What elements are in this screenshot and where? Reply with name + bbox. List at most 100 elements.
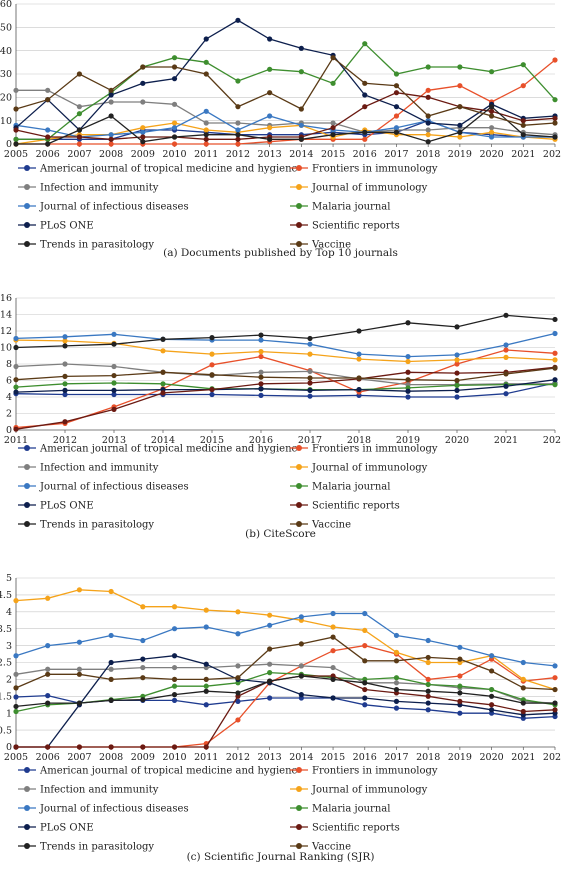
data-point <box>76 744 83 750</box>
data-point <box>488 69 495 75</box>
x-tick-label: 2021 <box>511 149 535 160</box>
data-point <box>356 351 362 357</box>
data-point <box>393 129 400 135</box>
legend-swatch-point <box>24 824 30 830</box>
data-point <box>454 382 460 389</box>
data-point <box>13 136 19 142</box>
data-point <box>425 132 431 138</box>
legend-entry: Journal of immunology <box>311 785 428 796</box>
data-point <box>45 595 51 601</box>
y-tick-label: 50 <box>0 23 12 34</box>
data-point <box>108 136 114 142</box>
data-point <box>425 654 431 661</box>
data-point <box>108 99 114 105</box>
data-point <box>111 341 117 347</box>
data-point <box>111 372 117 379</box>
data-point <box>457 122 463 128</box>
legend-swatch-point <box>296 165 302 171</box>
x-tick-label: 2019 <box>396 435 420 446</box>
data-point <box>13 598 19 604</box>
data-point <box>171 134 178 140</box>
series-line <box>15 332 556 358</box>
data-point <box>457 64 463 70</box>
y-tick-label: 0.5 <box>0 725 12 736</box>
data-point <box>552 57 558 63</box>
legend-swatch-point <box>296 241 302 247</box>
data-point <box>393 83 400 89</box>
data-point <box>108 666 114 672</box>
data-point <box>488 129 495 135</box>
data-point <box>108 132 114 138</box>
data-point <box>393 90 400 96</box>
data-point <box>203 624 209 630</box>
data-point <box>298 663 304 669</box>
x-tick-label: 2011 <box>4 435 28 446</box>
data-point <box>76 134 83 140</box>
data-point <box>307 387 313 393</box>
data-point <box>393 632 400 639</box>
y-tick-label: 10 <box>0 343 12 354</box>
data-point <box>235 675 241 681</box>
data-point <box>457 644 463 650</box>
data-point <box>330 610 336 617</box>
data-point <box>520 708 526 715</box>
y-tick-label: 4.5 <box>0 590 12 601</box>
data-point <box>362 686 368 693</box>
data-point <box>307 380 313 386</box>
data-point <box>108 744 114 750</box>
data-point <box>267 136 273 142</box>
data-point <box>235 717 241 723</box>
legend-entry: Trends in parasitology <box>40 842 154 853</box>
x-tick-label: 2012 <box>53 435 77 446</box>
data-point <box>171 697 178 703</box>
data-point <box>488 113 495 119</box>
x-tick-label: 2015 <box>321 149 345 160</box>
y-tick-label: 2.5 <box>0 658 12 669</box>
data-point <box>62 387 68 393</box>
data-point <box>76 671 83 677</box>
data-point <box>393 71 400 77</box>
data-point <box>45 693 51 699</box>
data-point <box>520 685 526 691</box>
data-point <box>520 659 526 666</box>
data-point <box>209 386 215 393</box>
series-line <box>15 56 556 126</box>
data-point <box>362 695 368 701</box>
data-point <box>362 104 368 110</box>
data-point <box>13 426 19 432</box>
data-point <box>108 141 114 147</box>
series-line <box>15 110 555 138</box>
data-point <box>552 365 558 371</box>
data-point <box>258 386 264 392</box>
data-point <box>258 381 264 387</box>
data-point <box>503 391 509 397</box>
data-point <box>13 708 19 715</box>
data-point <box>171 664 178 671</box>
series-line <box>15 339 556 363</box>
y-tick-label: 60 <box>0 0 12 10</box>
data-point <box>457 656 463 662</box>
data-point <box>425 688 431 694</box>
y-tick-label: 3.5 <box>0 624 12 635</box>
data-point <box>62 373 68 379</box>
data-point <box>330 648 336 654</box>
data-point <box>457 104 463 110</box>
chart-panel-1: 0 10 20 30 40 50 60 2005 2006 2007 2008 2009 2010 201… <box>0 0 561 259</box>
data-point <box>425 700 431 706</box>
data-point <box>330 695 336 701</box>
data-point <box>405 388 411 394</box>
data-point <box>425 637 431 644</box>
legend-swatch-point <box>24 464 30 470</box>
data-point <box>425 681 431 688</box>
data-point <box>235 698 241 704</box>
data-point <box>45 744 51 750</box>
data-point <box>552 357 558 363</box>
data-point <box>330 120 336 126</box>
legend-entry: Trends in parasitology <box>40 240 154 251</box>
data-point <box>108 113 114 119</box>
data-point <box>235 663 241 669</box>
data-point <box>425 120 431 126</box>
data-point <box>552 316 558 323</box>
data-point <box>13 744 19 750</box>
series-line <box>15 367 556 382</box>
